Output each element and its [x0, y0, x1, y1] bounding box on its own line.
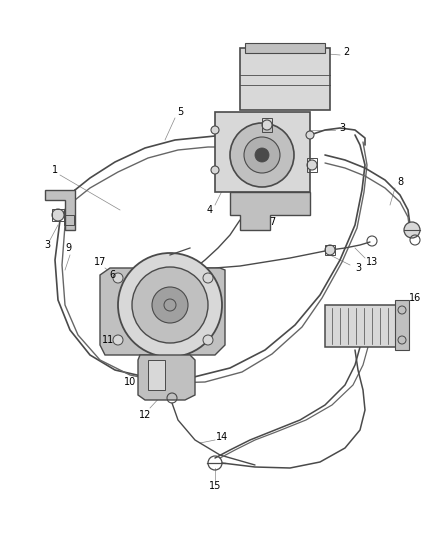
Circle shape [403, 222, 419, 238]
Bar [324, 245, 334, 255]
Circle shape [152, 287, 187, 323]
Polygon shape [148, 360, 165, 390]
Text: 10: 10 [124, 377, 136, 387]
Text: 3: 3 [354, 263, 360, 273]
Text: 7: 7 [268, 217, 275, 227]
Text: 3: 3 [44, 240, 50, 250]
Bar [261, 118, 272, 132]
Bar [324, 305, 396, 347]
Circle shape [211, 166, 219, 174]
Bar [244, 43, 324, 53]
Text: 5: 5 [177, 107, 183, 117]
Text: 12: 12 [138, 410, 151, 420]
Polygon shape [138, 355, 194, 400]
Circle shape [254, 148, 268, 162]
Circle shape [118, 253, 222, 357]
Circle shape [113, 273, 123, 283]
Bar [306, 158, 316, 172]
Circle shape [164, 299, 176, 311]
Circle shape [202, 273, 212, 283]
Text: 11: 11 [102, 335, 114, 345]
Text: 16: 16 [408, 293, 420, 303]
Circle shape [306, 160, 316, 170]
Circle shape [202, 335, 212, 345]
Circle shape [230, 123, 293, 187]
Bar [52, 209, 64, 221]
Text: 2: 2 [342, 47, 348, 57]
Bar [64, 215, 74, 225]
Polygon shape [230, 192, 309, 230]
Circle shape [113, 335, 123, 345]
Polygon shape [100, 268, 225, 355]
Text: 9: 9 [65, 243, 71, 253]
Text: 8: 8 [396, 177, 402, 187]
Text: 1: 1 [52, 165, 58, 175]
Text: 3: 3 [338, 123, 344, 133]
Text: 13: 13 [365, 257, 377, 267]
Text: 6: 6 [109, 270, 115, 280]
Bar [394, 300, 408, 350]
Text: 17: 17 [94, 257, 106, 267]
Circle shape [324, 245, 334, 255]
Text: 14: 14 [215, 432, 228, 442]
Circle shape [211, 126, 219, 134]
Circle shape [305, 131, 313, 139]
Polygon shape [45, 190, 75, 230]
Circle shape [52, 209, 64, 221]
Text: 15: 15 [208, 481, 221, 491]
Bar [240, 48, 329, 110]
Circle shape [244, 137, 279, 173]
Circle shape [261, 120, 272, 130]
Circle shape [132, 267, 208, 343]
Bar [215, 112, 309, 192]
Text: 4: 4 [206, 205, 212, 215]
